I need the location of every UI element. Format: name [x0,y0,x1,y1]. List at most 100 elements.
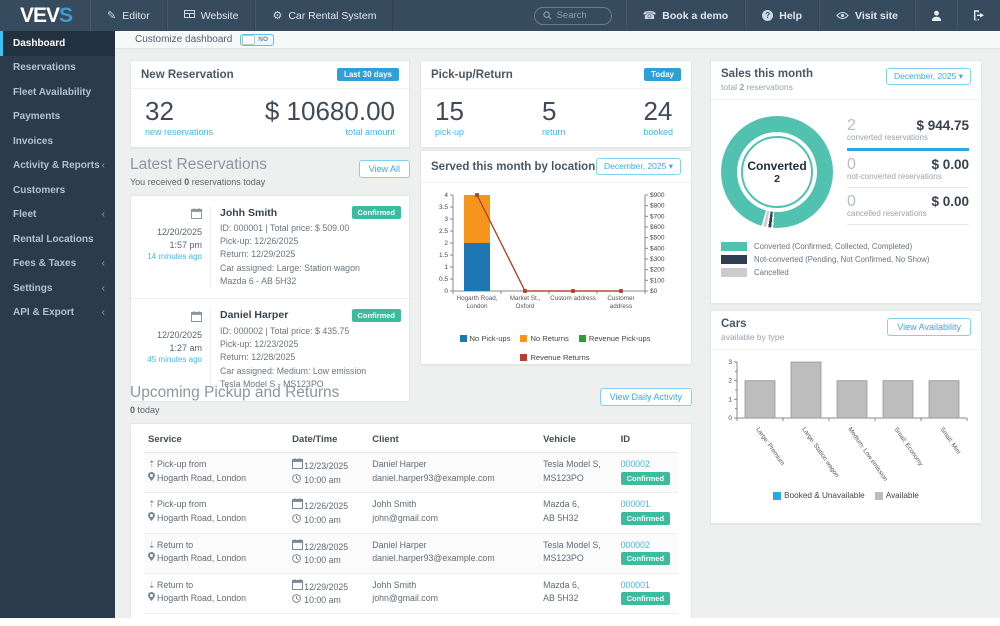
nav-website[interactable]: Website [167,0,256,31]
served-by-location-card: Served this month by location December, … [420,150,692,365]
legend-label: Booked & Unavailable [784,491,865,500]
book-demo-label: Book a demo [662,10,728,22]
reservation-detail-line: Return: 12/29/2025 [220,248,401,261]
legend-label: Revenue Returns [530,353,589,362]
svg-text:Oxford: Oxford [516,303,535,310]
chevron-left-icon: ‹ [102,209,105,220]
search-input[interactable]: Search [534,7,612,25]
client-name: Daniel Harper [220,309,288,321]
sales-card-header: Sales this month total 2 reservations De… [711,61,981,100]
user-icon [931,10,942,21]
reservation-id-link[interactable]: 000001 [621,499,650,509]
nav-car-rental-system[interactable]: ⚙ Car Rental System [255,0,393,31]
donut-center-value: 2 [774,173,780,185]
book-a-demo-button[interactable]: ☎ Book a demo [626,0,746,31]
clock-icon [292,554,304,568]
grid-icon [184,10,195,21]
view-availability-button[interactable]: View Availability [887,318,971,336]
sidebar-item-label: Payments [13,111,60,122]
svg-text:$300: $300 [650,256,665,263]
svg-text:$200: $200 [650,267,665,274]
legend-swatch [520,335,527,342]
sidebar-item-payments[interactable]: Payments [0,105,115,130]
upcoming-header: Upcoming Pickup and Returns 0 today View… [130,378,692,423]
new-reservations-stat: 32 new reservations [145,97,213,137]
legend-item: Not-converted (Pending, Not Confirmed, N… [721,255,971,264]
calendar-icon [131,309,202,327]
chevron-left-icon: ‹ [102,258,105,269]
reservation-details: Johh SmithConfirmedID: 000001 | Total pr… [211,206,409,288]
reservation-id-link[interactable]: 000002 [621,540,650,550]
sidebar-item-settings[interactable]: Settings‹ [0,276,115,301]
sidebar-item-fleet-availability[interactable]: Fleet Availability [0,80,115,105]
footer-strip [0,618,1000,626]
sales-this-month-card: Sales this month total 2 reservations De… [710,60,982,304]
total-amount-stat: $ 10680.00 total amount [265,97,395,137]
datetime-cell: 12/26/202510:00 am [288,493,368,533]
svg-text:Small: Economy: Small: Economy [892,426,924,468]
svg-text:0: 0 [444,288,448,295]
sidebar-item-invoices[interactable]: Invoices [0,129,115,154]
sales-legend: Converted (Confirmed, Collected, Complet… [711,228,981,277]
sidebar-item-api-export[interactable]: API & Export‹ [0,301,115,326]
search-icon [543,11,552,20]
svg-text:3: 3 [444,216,448,223]
sidebar-item-dashboard[interactable]: Dashboard [0,31,115,56]
eye-icon [836,11,849,20]
legend-item: Available [875,491,919,500]
reservation-ago: 45 minutes ago [131,355,202,364]
reservation-time: 1:57 pm [131,239,202,252]
cars-chart-svg: 0123Large: PremiumLarge: Station wagonMe… [717,354,975,484]
svg-text:3.5: 3.5 [439,204,448,211]
view-all-button[interactable]: View All [359,160,410,178]
sales-card-titles: Sales this month total 2 reservations [721,68,813,92]
reservation-detail-line: Return: 12/28/2025 [220,351,401,364]
calendar-icon [292,539,304,555]
column-header-date-time: Date/Time [288,426,368,453]
sidebar-item-activity-reports[interactable]: Activity & Reports‹ [0,154,115,179]
location-pin-icon [148,552,157,566]
card-title: Sales this month [721,68,813,80]
sales-row-amount: $ 0.00 [931,194,969,209]
gear-icon: ⚙ [272,9,282,22]
view-daily-activity-button[interactable]: View Daily Activity [600,388,692,406]
legend-label: No Pick-ups [470,334,511,343]
upcoming-table: ServiceDate/TimeClientVehicleID ⇡Pick-up… [144,426,678,614]
legend-item: Cancelled [721,268,971,277]
chevron-left-icon: ‹ [102,283,105,294]
reservation-detail-line: ID: 000002 | Total price: $ 435.75 [220,325,401,338]
reservation-detail-line: ID: 000001 | Total price: $ 509.00 [220,222,401,235]
served-period-dropdown[interactable]: December, 2025 ▾ [596,158,681,175]
user-account-button[interactable] [915,0,957,31]
sidebar-item-reservations[interactable]: Reservations [0,56,115,81]
reservation-id-link[interactable]: 000002 [621,459,650,469]
legend-item: No Returns [520,334,568,343]
sidebar-item-rental-locations[interactable]: Rental Locations [0,227,115,252]
nav-editor-label: Editor [122,10,149,22]
sidebar-item-fees-taxes[interactable]: Fees & Taxes‹ [0,252,115,277]
reservation-id-link[interactable]: 000001 [621,580,650,590]
datetime-cell: 12/28/202510:00 am [288,533,368,573]
sidebar-item-customers[interactable]: Customers [0,178,115,203]
sidebar-item-label: Fleet Availability [13,87,91,98]
logo-accent: S [59,4,72,28]
vevs-logo[interactable]: VEVS [0,0,90,31]
customize-dashboard-toggle[interactable]: NO [240,34,274,46]
svg-text:Hogarth Road,: Hogarth Road, [457,295,498,302]
reservation-detail-line: Car assigned: Medium: Low emission [220,365,401,378]
help-button[interactable]: ? Help [745,0,819,31]
stat-label: new reservations [145,127,213,137]
sidebar-item-fleet[interactable]: Fleet‹ [0,203,115,228]
sales-period-dropdown[interactable]: December, 2025 ▾ [886,68,971,85]
visit-site-button[interactable]: Visit site [819,0,915,31]
served-chart-svg: 00.511.522.533.54$0$100$200$300$400$500$… [423,187,687,327]
calendar-icon [131,206,202,224]
svg-text:address: address [610,303,632,310]
svg-text:1: 1 [444,264,448,271]
cars-chart-legend: Booked & Unavailable Available [717,489,975,506]
table-row: ⇡Pick-up fromHogarth Road, London12/26/2… [144,493,678,533]
logout-button[interactable] [957,0,1000,31]
service-cell: ⇣Return toHogarth Road, London [144,573,288,613]
nav-editor[interactable]: ✎ Editor [90,0,167,31]
pickup-return-card-body: 15pick-up5return24booked [421,89,691,147]
